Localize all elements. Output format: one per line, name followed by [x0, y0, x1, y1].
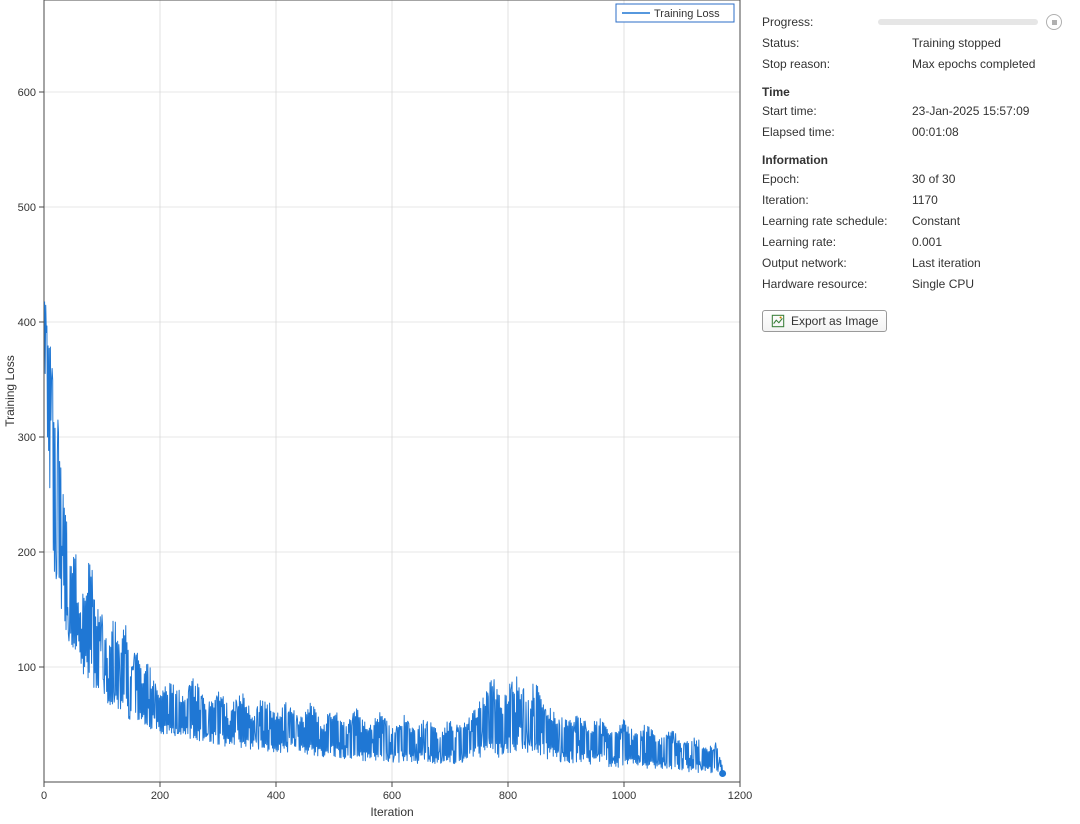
svg-text:800: 800	[499, 790, 517, 802]
row-label: Output network:	[762, 254, 912, 272]
svg-text:600: 600	[18, 87, 36, 99]
export-icon	[771, 314, 785, 328]
row-value: 0.001	[912, 233, 1062, 251]
svg-text:Iteration: Iteration	[370, 805, 413, 819]
time-rows: Start time:23-Jan-2025 15:57:09Elapsed t…	[762, 102, 1062, 141]
status-value: Training stopped	[912, 34, 1062, 52]
svg-text:500: 500	[18, 202, 36, 214]
row-value: 23-Jan-2025 15:57:09	[912, 102, 1062, 120]
svg-text:Training Loss: Training Loss	[3, 355, 17, 427]
progress-bar	[878, 19, 1038, 25]
row-value: Constant	[912, 212, 1062, 230]
information-rows: Epoch:30 of 30Iteration:1170Learning rat…	[762, 170, 1062, 293]
row-label: Start time:	[762, 102, 912, 120]
svg-text:1200: 1200	[728, 790, 752, 802]
info-panel: Progress: Status: Training stopped Stop …	[752, 0, 1080, 824]
information-row: Hardware resource:Single CPU	[762, 275, 1062, 293]
information-row: Output network:Last iteration	[762, 254, 1062, 272]
stop-button[interactable]	[1046, 14, 1062, 30]
row-label: Elapsed time:	[762, 123, 912, 141]
progress-row: Progress:	[762, 13, 1062, 31]
stop-reason-value: Max epochs completed	[912, 55, 1062, 73]
export-button-label: Export as Image	[791, 314, 878, 328]
progress-wrap	[878, 14, 1062, 30]
status-row: Status: Training stopped	[762, 34, 1062, 52]
export-as-image-button[interactable]: Export as Image	[762, 310, 887, 332]
root: 0 200 400 600 800 1000 1200 100 200 300 400 500 600 I…	[0, 0, 1080, 824]
row-label: Learning rate schedule:	[762, 212, 912, 230]
row-value: 30 of 30	[912, 170, 1062, 188]
stop-reason-row: Stop reason: Max epochs completed	[762, 55, 1062, 73]
status-label: Status:	[762, 34, 912, 52]
information-row: Learning rate schedule:Constant	[762, 212, 1062, 230]
svg-text:400: 400	[267, 790, 285, 802]
time-row: Start time:23-Jan-2025 15:57:09	[762, 102, 1062, 120]
row-value: Last iteration	[912, 254, 1062, 272]
chart-svg: 0 200 400 600 800 1000 1200 100 200 300 400 500 600 I…	[0, 0, 752, 824]
training-loss-chart: 0 200 400 600 800 1000 1200 100 200 300 400 500 600 I…	[0, 0, 752, 824]
row-label: Learning rate:	[762, 233, 912, 251]
row-value: 1170	[912, 191, 1062, 209]
progress-label: Progress:	[762, 13, 878, 31]
svg-text:1000: 1000	[612, 790, 636, 802]
information-row: Epoch:30 of 30	[762, 170, 1062, 188]
time-section-title: Time	[762, 85, 1062, 99]
row-value: 00:01:08	[912, 123, 1062, 141]
svg-text:400: 400	[18, 317, 36, 329]
svg-text:200: 200	[18, 547, 36, 559]
svg-text:600: 600	[383, 790, 401, 802]
row-label: Epoch:	[762, 170, 912, 188]
row-label: Iteration:	[762, 191, 912, 209]
svg-text:200: 200	[151, 790, 169, 802]
stop-icon	[1052, 20, 1057, 25]
svg-text:300: 300	[18, 432, 36, 444]
row-value: Single CPU	[912, 275, 1062, 293]
information-row: Iteration:1170	[762, 191, 1062, 209]
information-row: Learning rate:0.001	[762, 233, 1062, 251]
stop-reason-label: Stop reason:	[762, 55, 912, 73]
row-label: Hardware resource:	[762, 275, 912, 293]
information-section-title: Information	[762, 153, 1062, 167]
svg-text:100: 100	[18, 662, 36, 674]
svg-text:Training Loss: Training Loss	[654, 8, 720, 20]
time-row: Elapsed time:00:01:08	[762, 123, 1062, 141]
svg-text:0: 0	[41, 790, 47, 802]
